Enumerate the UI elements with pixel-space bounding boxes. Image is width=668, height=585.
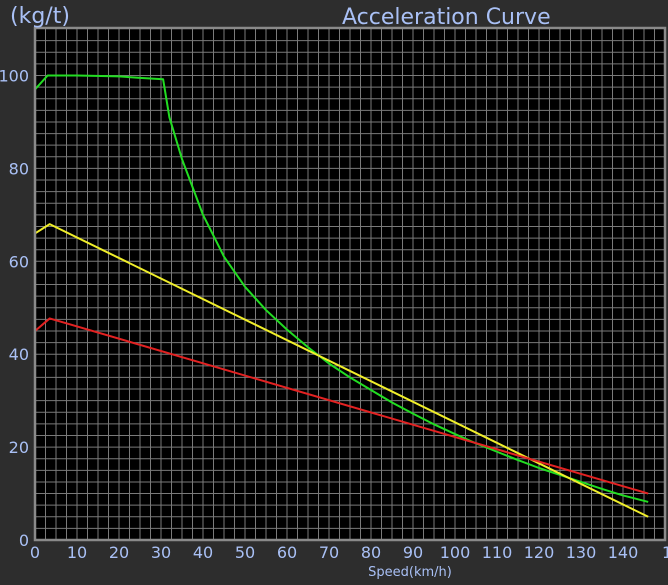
x-tick-label: 80 [361,543,381,562]
x-tick-label: 40 [193,543,213,562]
x-tick-label: 10 [67,543,87,562]
x-tick-label: 60 [277,543,297,562]
x-tick-label: 30 [151,543,171,562]
chart-title: Acceleration Curve [342,5,551,30]
y-tick-label: 100 [0,67,29,86]
series-lines [34,74,649,518]
x-axis-label: Speed(km/h) [368,565,452,580]
y-tick-label: 40 [9,345,29,364]
y-tick-label: 20 [9,438,29,457]
plot-border [33,26,667,542]
x-tick-label: 50 [235,543,255,562]
series-line-2 [34,223,649,518]
tick-labels: 0 10 20 30 40 50 60 70 80 90 100 110 120 130 140 102040… [0,67,668,563]
y-tick-label: 80 [9,159,29,178]
y-tick-label: 0 [19,531,29,550]
series-line-1 [34,74,649,503]
x-tick-label: 100 [440,543,471,562]
x-tick-label: 20 [109,543,129,562]
x-tick-label: 1 [662,543,668,562]
y-axis-label: (kg/t) [10,4,70,29]
x-tick-label: 130 [566,543,597,562]
y-tick-label: 60 [9,252,29,271]
x-tick-label: 0 [30,543,40,562]
x-tick-label: 90 [403,543,423,562]
x-tick-label: 120 [524,543,555,562]
x-tick-label: 110 [482,543,513,562]
x-tick-label: 70 [319,543,339,562]
series-line-3 [34,317,649,495]
x-tick-label: 140 [608,543,639,562]
grid-lines [35,28,665,540]
